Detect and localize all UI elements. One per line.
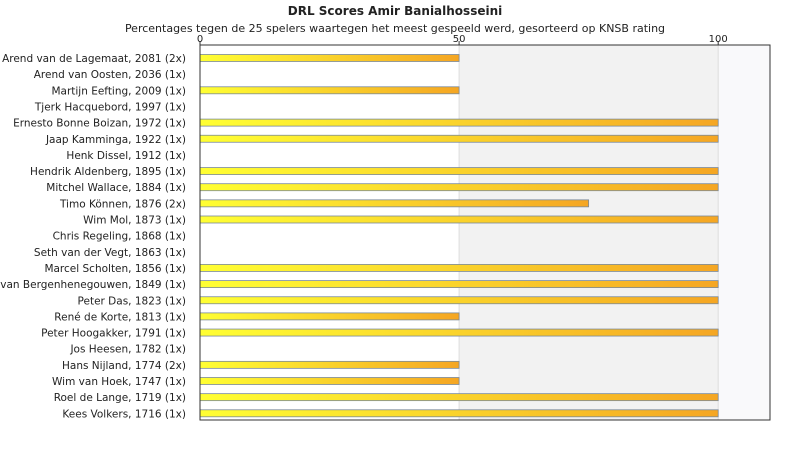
bar [199,54,460,62]
plot-frame [199,44,771,421]
category-label: Martijn Eefting, 2009 (1x) [51,85,186,97]
y-axis-labels: Arend van de Lagemaat, 2081 (2x) Arend va… [0,53,186,420]
category-label: Chris Regeling, 1868 (1x) [53,231,186,243]
bar [199,393,719,402]
bar [199,264,719,272]
bar [199,183,719,192]
bar [199,312,460,321]
category-label: Peter Das, 1823 (1x) [78,295,186,307]
category-label: Seth van der Vegt, 1863 (1x) [34,247,186,259]
category-label: Peter Hoogakker, 1791 (1x) [41,328,186,340]
tick-label: 50 [453,34,466,45]
tick-label: 100 [709,34,728,45]
grid-lines [458,45,719,420]
x-axis-ticks: 0 50 100 [197,34,728,45]
plot-band [200,45,460,420]
bar [199,280,719,289]
category-label: Kees Volkers, 1716 (1x) [62,408,186,420]
category-label: René de Korte, 1813 (1x) [54,311,186,323]
category-label: Roel de Lange, 1719 (1x) [54,392,186,404]
bar [199,360,460,369]
category-label: Arend van de Lagemaat, 2081 (2x) [2,53,186,65]
chart-title: DRL Scores Amir Banialhosseini [287,4,503,18]
category-label: Hans Nijland, 1774 (2x) [62,360,186,372]
plot-background [200,45,770,420]
bar [199,377,460,385]
bar [199,199,590,208]
plot-band [718,45,770,420]
category-label: Mitchel Wallace, 1884 (1x) [46,182,186,194]
category-label: Jaap Kamminga, 1922 (1x) [45,134,186,146]
bar [199,409,719,418]
category-label: Marcel Scholten, 1856 (1x) [44,263,186,275]
plot-band [459,45,719,420]
tick-label: 0 [197,34,203,45]
category-label: Henk Dissel, 1912 (1x) [66,150,186,162]
category-label: Peter van Bergenhenegouwen, 1849 (1x) [0,279,186,291]
category-label: Timo Können, 1876 (2x) [59,198,186,210]
category-label: Ernesto Bonne Boizan, 1972 (1x) [13,118,186,130]
category-label: Jos Heesen, 1782 (1x) [69,344,186,356]
bar [199,118,719,127]
bar [199,134,719,143]
bar [199,328,719,337]
category-label: Tjerk Hacquebord, 1997 (1x) [34,101,186,113]
bar [199,86,460,95]
category-label: Wim Mol, 1873 (1x) [83,215,186,227]
bar [199,167,719,175]
bar [199,215,719,224]
bars [199,54,719,418]
bar [199,296,719,305]
chart-subtitle: Percentages tegen de 25 spelers waartege… [124,22,666,35]
category-label: Wim van Hoek, 1747 (1x) [52,376,186,388]
category-label: Hendrik Aldenberg, 1895 (1x) [30,166,186,178]
category-label: Arend van Oosten, 2036 (1x) [34,69,186,81]
